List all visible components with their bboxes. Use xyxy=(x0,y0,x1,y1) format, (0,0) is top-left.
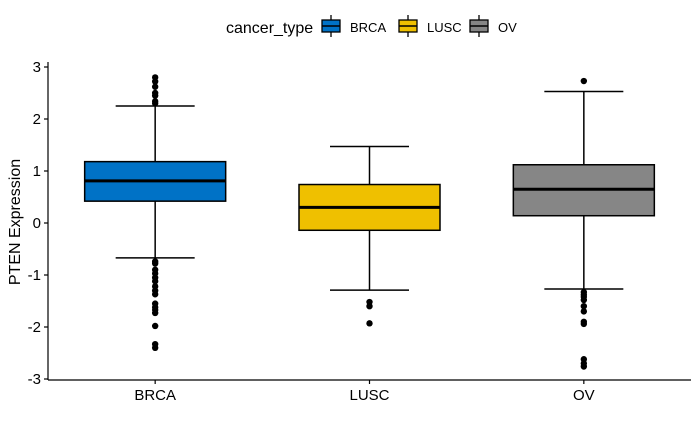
box-group-ov xyxy=(512,77,656,370)
outlier-point xyxy=(151,100,159,107)
y-tick-label: 3 xyxy=(33,59,41,76)
box-group-lusc xyxy=(298,145,441,327)
y-tick-label: -2 xyxy=(28,319,41,336)
outlier-point xyxy=(580,303,588,310)
y-axis: -3 -2 -1 0 1 2 3 xyxy=(28,59,49,388)
legend-label: OV xyxy=(498,20,517,35)
y-axis-label: PTEN Expression xyxy=(7,159,24,285)
x-axis: BRCA LUSC OV xyxy=(48,379,691,404)
y-tick-label: 2 xyxy=(33,111,41,128)
outlier-point xyxy=(580,77,588,85)
outlier-point xyxy=(151,260,159,267)
y-tick-label: 0 xyxy=(33,215,41,232)
outlier-point xyxy=(580,363,588,370)
y-tick-label: -3 xyxy=(28,371,41,388)
outlier-point xyxy=(151,291,159,298)
plot-area xyxy=(83,74,656,370)
box-group-brca xyxy=(83,74,227,351)
outlier-point xyxy=(151,78,159,85)
legend: cancer_type BRCA LUSC OV xyxy=(226,15,517,37)
outlier-point xyxy=(580,320,588,328)
legend-entry-brca: BRCA xyxy=(321,15,386,37)
outlier-point xyxy=(151,278,159,285)
legend-label: BRCA xyxy=(350,20,386,35)
legend-label: LUSC xyxy=(427,20,462,35)
y-tick-label: 1 xyxy=(33,163,41,180)
outlier-point xyxy=(151,309,159,317)
outlier-point xyxy=(151,322,159,330)
outlier-point xyxy=(366,303,373,310)
legend-entry-lusc: LUSC xyxy=(398,15,462,37)
outlier-point xyxy=(580,296,588,304)
legend-title: cancer_type xyxy=(226,20,313,37)
x-tick-label: BRCA xyxy=(134,387,176,404)
outlier-point xyxy=(151,83,159,90)
x-tick-label: OV xyxy=(573,387,595,404)
outlier-point xyxy=(580,308,588,315)
outlier-point xyxy=(151,344,159,351)
legend-entry-ov: OV xyxy=(469,15,517,37)
outlier-point xyxy=(366,320,373,327)
y-tick-label: -1 xyxy=(28,267,41,284)
x-tick-label: LUSC xyxy=(349,387,389,404)
outlier-point xyxy=(151,92,159,99)
